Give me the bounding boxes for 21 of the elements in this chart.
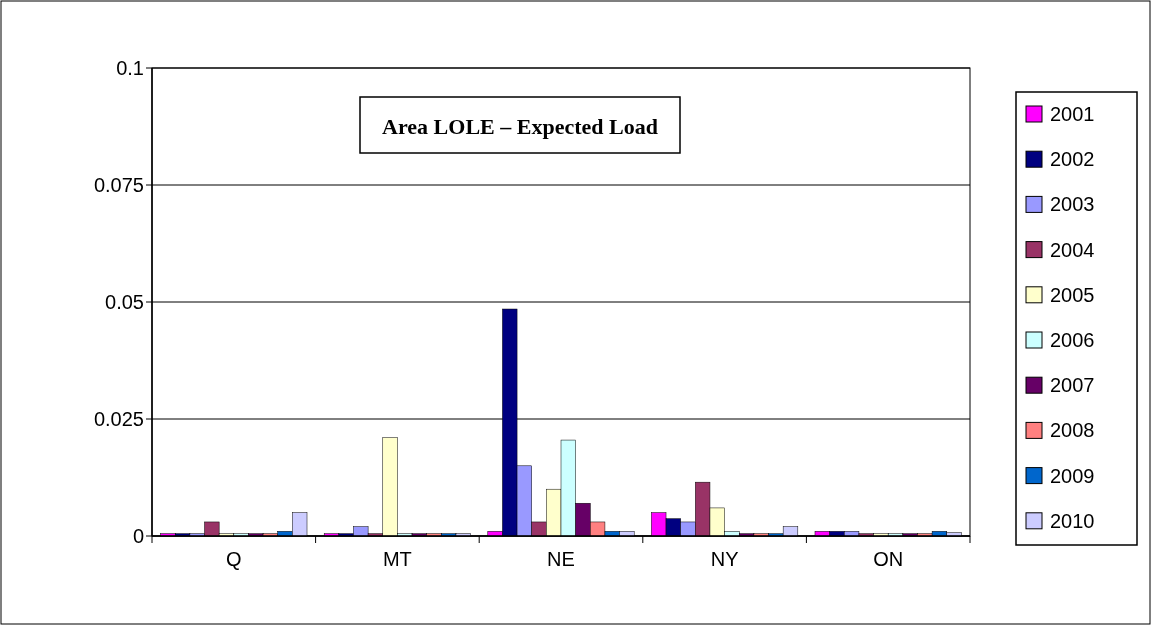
x-tick-label: Q [226,548,242,570]
legend-label: 2003 [1050,193,1095,216]
text: Area LOLE – Expected Load [382,113,658,139]
legend-label: 2009 [1050,464,1095,487]
y-tick-label: 0.075 [93,174,144,196]
x-tick-label: NE [547,548,575,570]
legend-label: 2005 [1050,283,1095,306]
y-tick-label: 0 [132,525,144,547]
legend-label: 2010 [1050,509,1095,532]
y-tick-label: 0.1 [116,57,144,79]
legend-label: 2008 [1050,419,1095,442]
x-tick-label: ON [873,548,904,570]
legend-label: 2002 [1050,148,1095,171]
legend-label: 2007 [1050,374,1095,397]
legend-label: 2006 [1050,329,1095,351]
legend-label: 2004 [1050,238,1095,261]
y-tick-label: 0.025 [93,408,144,430]
x-tick-label: NY [710,548,739,570]
legend-label: 2001 [1050,103,1095,125]
x-tick-label: MT [382,548,412,570]
y-tick-label: 0.05 [105,291,144,313]
